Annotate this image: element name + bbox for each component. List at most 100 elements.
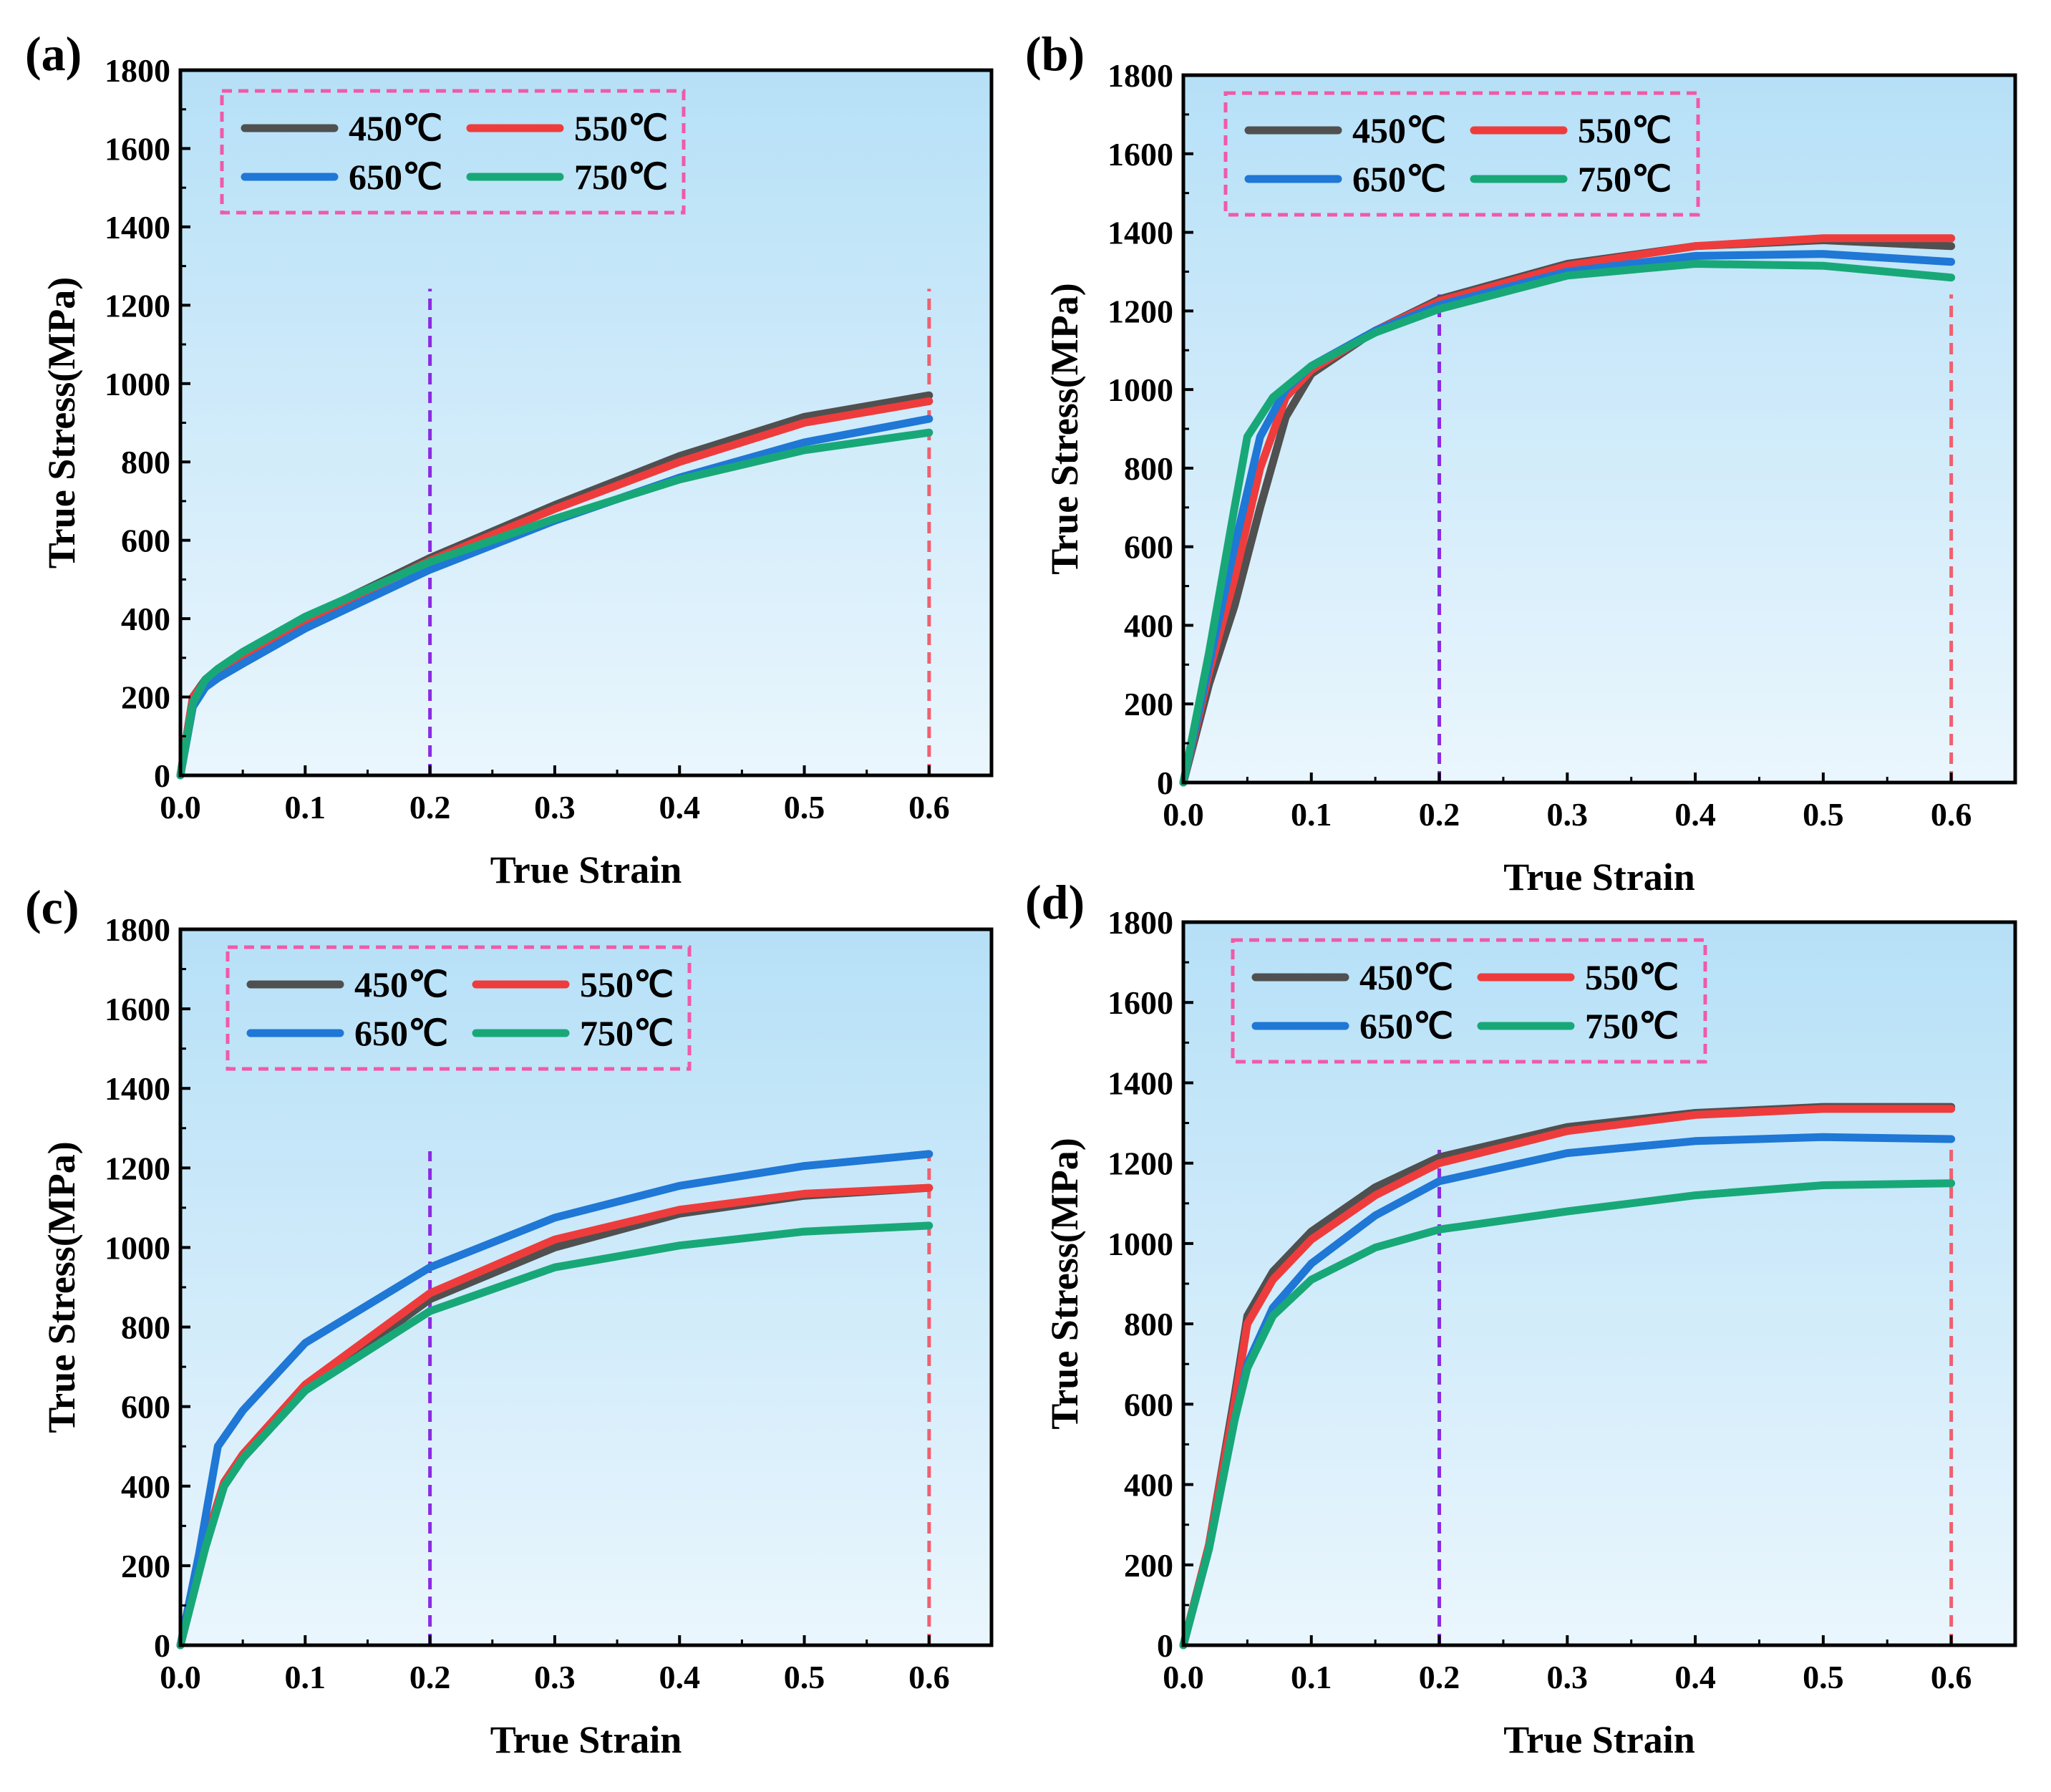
y-tick-label: 1800 [1107, 57, 1173, 94]
legend-entry-label: 750℃ [1585, 1006, 1679, 1046]
y-tick-label: 400 [121, 601, 170, 637]
x-tick-label: 0.0 [160, 1659, 201, 1695]
legend-entry-label: 650℃ [1359, 1006, 1453, 1046]
legend-entry-label: 750℃ [580, 1013, 674, 1053]
y-tick-label: 0 [154, 1627, 170, 1664]
y-tick-label: 1000 [105, 1229, 170, 1266]
legend: 450℃ 550℃ 650℃ 750℃ [220, 89, 686, 215]
y-tick-label: 1000 [1107, 1226, 1173, 1262]
x-axis-title: True Strain [1503, 856, 1695, 899]
y-tick-label: 1400 [105, 209, 170, 246]
y-tick-label: 1800 [1107, 904, 1173, 941]
y-tick-label: 1000 [105, 366, 170, 402]
x-tick-label: 0.6 [908, 1659, 950, 1695]
y-tick-label: 600 [1124, 1386, 1173, 1423]
x-tick-label: 0.4 [1674, 796, 1716, 833]
y-tick-label: 800 [1124, 450, 1173, 487]
chart-b: 0 200 400 600 800 1000 1200 1400 1600 1800 0.0 0.1 0… [1025, 26, 2017, 899]
panel-label: (a) [25, 26, 82, 81]
legend-border [1231, 938, 1707, 1064]
y-tick-label: 1400 [105, 1070, 170, 1107]
y-tick-label: 600 [121, 523, 170, 559]
chart-a: 0 200 400 600 800 1000 1200 1400 1600 1800 0.0 0.1 0… [25, 26, 994, 891]
x-tick-label: 0.3 [534, 1659, 576, 1695]
series-line-750C [176, 1221, 934, 1650]
y-tick-label: 1200 [105, 1150, 170, 1186]
x-tick-label: 0.5 [784, 789, 825, 825]
y-axis-title: True Stress(MPa) [40, 1141, 83, 1433]
y-tick-label: 200 [121, 679, 170, 716]
plot-background [1183, 75, 2015, 783]
y-tick-label: 1400 [1107, 1065, 1173, 1101]
x-tick-label: 0.0 [1163, 796, 1204, 833]
y-axis-title: True Stress(MPa) [1043, 283, 1086, 574]
y-tick-label: 1800 [105, 52, 170, 89]
x-axis-title: True Strain [1503, 1718, 1695, 1761]
y-tick-label: 0 [1157, 1627, 1173, 1664]
series-line-750C [176, 428, 934, 780]
x-tick-label: 0.2 [1419, 1659, 1460, 1695]
x-tick-label: 0.1 [285, 1659, 326, 1695]
legend-entry-label: 450℃ [349, 108, 442, 148]
y-tick-label: 400 [1124, 607, 1173, 644]
y-tick-label: 1200 [1107, 293, 1173, 329]
legend-entry-label: 550℃ [1578, 110, 1672, 150]
panel-label: (d) [1025, 875, 1085, 929]
y-axis-title: True Stress(MPa) [1043, 1138, 1086, 1429]
legend-entry-label: 550℃ [1585, 957, 1679, 997]
y-axis-title: True Stress(MPa) [40, 277, 83, 568]
y-tick-label: 400 [121, 1468, 170, 1505]
x-tick-label: 0.1 [1291, 1659, 1332, 1695]
x-tick-label: 0.4 [659, 789, 700, 825]
y-tick-label: 0 [154, 757, 170, 794]
legend-entry-label: 450℃ [1352, 110, 1446, 150]
y-tick-label: 1600 [1107, 136, 1173, 173]
legend: 450℃ 550℃ 650℃ 750℃ [1231, 938, 1707, 1064]
x-tick-label: 0.5 [1803, 1659, 1844, 1695]
x-axis-title: True Strain [490, 848, 682, 891]
series-line-750C [1179, 260, 1956, 787]
series-line-650C [176, 1150, 934, 1650]
x-tick-label: 0.0 [1163, 1659, 1204, 1695]
plot-background [180, 70, 991, 775]
x-tick-label: 0.5 [1803, 796, 1844, 833]
x-tick-label: 0.4 [1674, 1659, 1716, 1695]
x-axis-title: True Strain [490, 1718, 682, 1761]
panel-label: (c) [25, 880, 79, 934]
y-tick-label: 1200 [105, 287, 170, 324]
y-tick-label: 400 [1124, 1467, 1173, 1503]
y-tick-label: 600 [1124, 529, 1173, 566]
y-tick-label: 1800 [105, 911, 170, 948]
chart-d: 0 200 400 600 800 1000 1200 1400 1600 1800 0.0 0.1 0… [1025, 875, 2017, 1761]
x-tick-label: 0.4 [659, 1659, 700, 1695]
plot-background [1183, 922, 2015, 1645]
x-tick-label: 0.3 [534, 789, 576, 825]
y-tick-label: 200 [1124, 1547, 1173, 1584]
x-tick-label: 0.3 [1547, 796, 1589, 833]
panel-label: (b) [1025, 26, 1085, 81]
y-tick-label: 200 [1124, 686, 1173, 722]
legend-entry-label: 650℃ [354, 1013, 448, 1053]
x-tick-label: 0.2 [409, 1659, 451, 1695]
legend-border [220, 89, 686, 215]
legend-entry-label: 450℃ [1359, 957, 1453, 997]
x-tick-label: 0.1 [285, 789, 326, 825]
legend: 450℃ 550℃ 650℃ 750℃ [226, 945, 692, 1071]
y-tick-label: 1600 [1107, 984, 1173, 1021]
y-tick-label: 1400 [1107, 215, 1173, 251]
x-tick-label: 0.0 [160, 789, 201, 825]
y-tick-label: 800 [121, 1309, 170, 1346]
y-tick-label: 600 [121, 1389, 170, 1425]
y-tick-label: 1000 [1107, 372, 1173, 408]
x-tick-label: 0.6 [1931, 1659, 1972, 1695]
legend-border [1223, 91, 1700, 217]
x-tick-label: 0.5 [784, 1659, 825, 1695]
x-tick-label: 0.1 [1291, 796, 1332, 833]
y-tick-label: 1200 [1107, 1146, 1173, 1182]
x-tick-label: 0.6 [1931, 796, 1972, 833]
y-tick-label: 1600 [105, 991, 170, 1027]
x-tick-label: 0.6 [908, 789, 950, 825]
legend-entry-label: 550℃ [574, 108, 668, 148]
y-tick-label: 800 [121, 444, 170, 480]
